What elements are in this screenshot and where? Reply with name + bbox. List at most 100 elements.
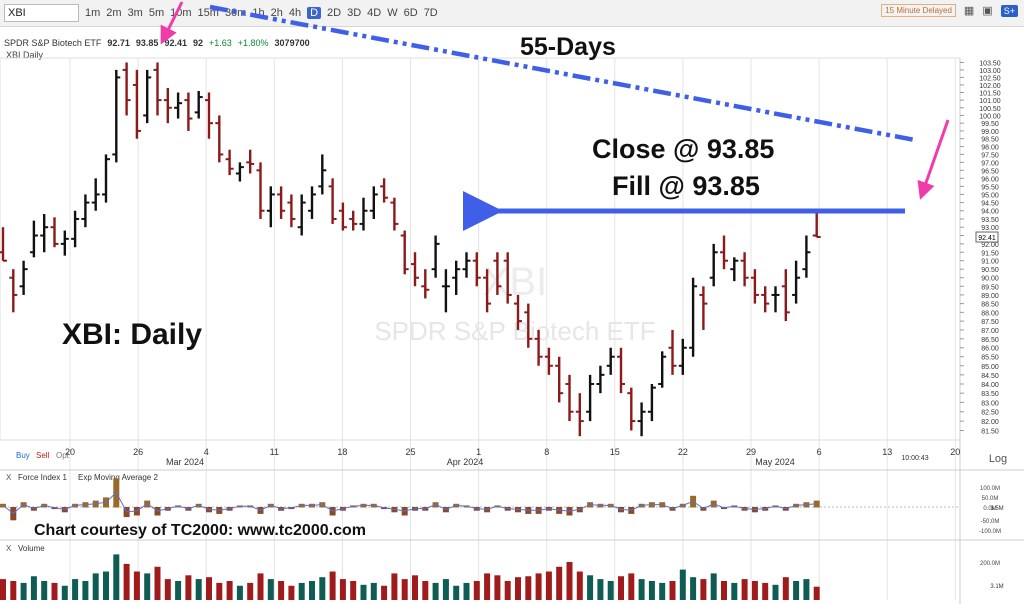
scan-button[interactable]: S+	[1000, 4, 1018, 17]
volume-bar	[813, 586, 820, 600]
y-tick-label: 95.50	[981, 184, 999, 191]
volume-bar	[484, 573, 491, 600]
timeframe-3m[interactable]: 3m	[127, 7, 143, 19]
last-price-box	[975, 231, 999, 243]
volume-label: Volume	[18, 544, 45, 553]
ohlc-bar	[627, 387, 636, 431]
force-tick: -100.0M	[979, 529, 1001, 535]
trendline-55-days	[209, 4, 916, 143]
volume-bar	[51, 582, 58, 600]
volume-bar	[638, 579, 645, 600]
ohlc-bar	[668, 329, 677, 375]
timeframe-4D[interactable]: 4D	[367, 7, 382, 19]
volume-bar	[123, 563, 130, 600]
timeframe-W[interactable]: W	[387, 7, 398, 19]
timeframe-1m[interactable]: 1m	[85, 7, 101, 19]
force-panel: X Force Index 1 Exp Moving Average 2 100.0M…	[0, 469, 1024, 535]
volume-bar	[494, 575, 501, 600]
chart-label: XBI Daily	[6, 50, 44, 60]
ohlc-bar	[750, 269, 759, 304]
y-tick-label: 101.50	[979, 91, 1001, 98]
layout-icon[interactable]: ▣	[982, 5, 993, 17]
watermark-symbol: XBI	[483, 260, 547, 304]
ohlc-bar	[400, 230, 409, 275]
y-tick-label: 102.50	[979, 75, 1001, 82]
title-label: XBI: Daily	[62, 318, 202, 351]
volume-bar	[144, 573, 151, 600]
volume-bar	[41, 581, 48, 600]
x-tick-label: 1	[476, 447, 481, 457]
y-tick-label: 83.00	[981, 400, 999, 407]
volume-bar	[515, 577, 521, 600]
timeframe-7D[interactable]: 7D	[423, 7, 438, 19]
timeframe-15m[interactable]: 15m	[197, 7, 219, 19]
ohlc-bar	[318, 154, 327, 195]
grid-icon[interactable]: ▦	[963, 5, 975, 17]
timeframe-4h[interactable]: 4h	[288, 7, 302, 19]
ohlc-bar	[431, 235, 440, 278]
ohlc-bar	[163, 87, 172, 124]
y-tick-label: 88.00	[981, 310, 999, 317]
quote-volume: 3079700	[274, 38, 310, 48]
volume-bar	[0, 579, 6, 600]
symbol-input[interactable]: XBI	[4, 4, 79, 22]
volume-bar	[721, 581, 727, 600]
y-tick-label: 86.00	[981, 346, 999, 353]
timeframe-6D[interactable]: 6D	[403, 7, 418, 19]
annotations: 55-Days Close @ 93.85 Fill @ 93.85 XBI: …	[34, 1, 950, 539]
ohlc-bar	[380, 178, 389, 203]
time-tag: 10:00:43	[901, 455, 928, 462]
y-tick-label: 84.00	[981, 382, 999, 389]
volume-bar	[350, 581, 357, 600]
ohlc-bar	[452, 260, 461, 295]
month-label: Apr 2024	[447, 457, 484, 467]
ohlc-bar	[781, 269, 790, 322]
force-tick: 50.0M	[982, 496, 999, 502]
y-tick-label: 86.50	[981, 337, 999, 344]
ohlc-bar	[689, 277, 698, 357]
timeframe-5m[interactable]: 5m	[148, 7, 165, 19]
y-tick-label: 100.50	[979, 106, 1001, 113]
volume-panel: X Volume 200.0M 3.1M	[0, 539, 1024, 600]
volume-bar	[576, 571, 583, 600]
volume-bar	[525, 576, 532, 600]
ohlc-bar	[50, 217, 59, 248]
volume-bar	[339, 579, 346, 600]
log-toggle: Log	[989, 453, 1007, 465]
volume-bar	[288, 585, 295, 600]
volume-bar	[803, 579, 810, 600]
volume-bar	[453, 585, 460, 600]
x-tick-label: 25	[405, 447, 415, 457]
toolbar-right: 15 Minute Delayed ▦ ▣ S+	[881, 4, 1018, 17]
ohlc-bar	[71, 210, 80, 248]
timeframe-bar: 1m2m3m5m10m15m30m1h2h4hD2D3D4DW6D7D	[79, 7, 438, 19]
timeframe-2D[interactable]: 2D	[327, 7, 342, 19]
y-tick-label: 91.00	[981, 259, 999, 266]
volume-bar	[793, 581, 800, 600]
ohlc-bar	[174, 92, 183, 119]
force-close-icon: X	[6, 473, 12, 482]
y-tick-label: 97.50	[981, 152, 999, 159]
x-tick-label: 22	[678, 447, 688, 457]
timeframe-3D[interactable]: 3D	[347, 7, 362, 19]
timeframe-D[interactable]: D	[307, 7, 322, 19]
ohlc-bar	[225, 149, 234, 176]
volume-bar	[597, 579, 604, 600]
volume-bar	[175, 581, 182, 600]
volume-bar	[319, 577, 326, 600]
volume-bar	[381, 585, 388, 600]
timeframe-2m[interactable]: 2m	[106, 7, 122, 19]
ohlc-bar	[586, 374, 595, 422]
volume-bar	[195, 579, 202, 600]
y-tick-label: 89.00	[981, 293, 999, 300]
y-tick-label: 82.50	[981, 410, 999, 417]
volume-bar	[669, 581, 676, 600]
timeframe-2h[interactable]: 2h	[270, 7, 283, 19]
ohlc-bar	[153, 62, 162, 116]
ohlc-bar	[730, 257, 739, 282]
volume-bar	[422, 581, 429, 600]
volume-value-tag: 3.1M	[990, 584, 1003, 590]
ohlc-bar	[658, 351, 667, 388]
volume-bar	[103, 571, 109, 600]
volume-bar	[566, 562, 573, 600]
